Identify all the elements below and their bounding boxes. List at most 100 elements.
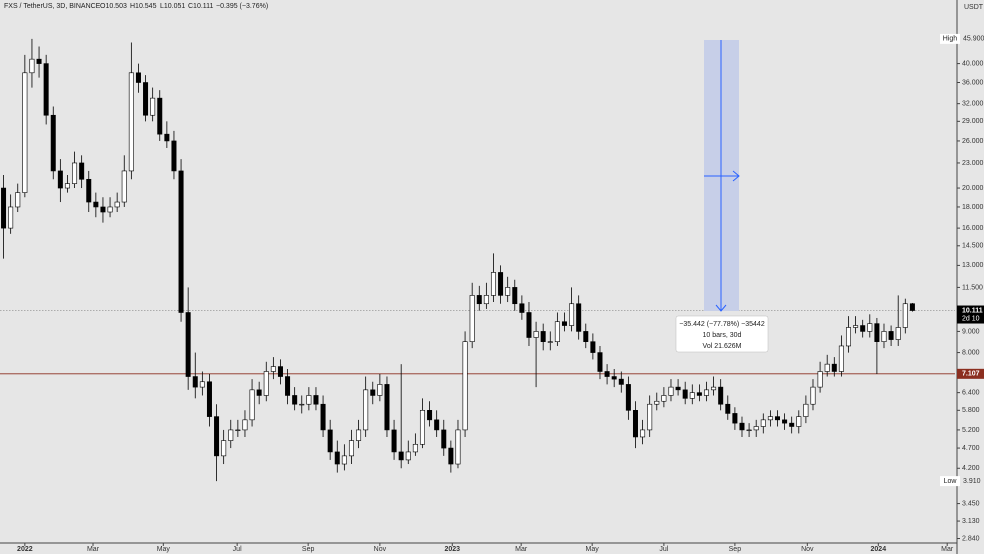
y-tick-label: 18.000 [962, 204, 984, 211]
y-tick-label: 13.000 [962, 262, 984, 269]
candle-body [256, 389, 262, 396]
measure-arrowhead [715, 304, 727, 312]
currency: USDT [964, 4, 984, 11]
candle-body [285, 376, 291, 396]
candle-body [625, 384, 631, 411]
candle-body [902, 303, 908, 328]
candle-body [590, 341, 596, 353]
candle-body [192, 376, 198, 388]
candle-body [356, 429, 362, 441]
candle-body [725, 403, 731, 414]
x-tick-label: Mar [941, 546, 954, 553]
candle-body [277, 366, 283, 377]
x-tick-label: Sep [729, 546, 742, 553]
candle-body [853, 325, 859, 328]
marker-price: 45.900 [963, 36, 984, 43]
y-tick-label: 40.000 [962, 60, 984, 67]
candle-body [185, 312, 191, 377]
countdown: 2d 10 [962, 315, 980, 322]
candle-body [100, 206, 106, 213]
candle-body [334, 451, 340, 465]
candle-body [611, 376, 617, 380]
candle-body [789, 422, 795, 427]
y-tick-label: 5.800 [962, 407, 980, 414]
y-tick-label: 4.200 [962, 465, 980, 472]
x-tick-label: 2023 [445, 546, 461, 553]
measure-tooltip [675, 315, 769, 353]
candle-body [228, 429, 234, 441]
candle-body [157, 97, 163, 135]
y-tick-label: 8.000 [962, 349, 980, 356]
candle-body [569, 303, 575, 326]
candle-body [327, 429, 333, 453]
marker-box [940, 33, 960, 44]
candle-body [604, 371, 610, 377]
candle-body [171, 140, 177, 172]
candle-body [8, 206, 14, 229]
x-tick-label: Nov [801, 546, 814, 553]
candles [1, 38, 915, 482]
ohlc-high: H10.545 [130, 3, 157, 10]
candle-body [583, 331, 589, 342]
candle-body [675, 386, 681, 391]
candle-body [455, 429, 461, 465]
candle-body [313, 395, 319, 405]
candle-body [341, 455, 347, 465]
candle-body [427, 410, 433, 421]
price-label-box [957, 368, 984, 379]
price-label: 7.107 [962, 371, 980, 378]
candle-body [206, 381, 212, 417]
candle-body [711, 386, 717, 391]
measure-tool: −35.442 (−77.78%) −35442 10 bars, 30d Vo… [675, 40, 769, 353]
candle-body [505, 287, 511, 296]
y-tick-label: 29.000 [962, 118, 984, 125]
candle-body [576, 303, 582, 332]
candle-body [909, 303, 915, 311]
candle-body [867, 323, 873, 332]
candle-body [561, 321, 567, 326]
candle-body [732, 413, 738, 424]
candle-body [554, 321, 560, 342]
x-tick-label: Mar [515, 546, 528, 553]
candle-body [412, 443, 418, 453]
candle-body [810, 386, 816, 405]
x-tick-label: Jul [659, 546, 668, 553]
y-tick-label: 36.000 [962, 79, 984, 86]
candle-body [462, 341, 468, 431]
y-tick-label: 6.400 [962, 389, 980, 396]
y-tick-label: 3.450 [962, 500, 980, 507]
candle-body [320, 403, 326, 431]
candle-body [398, 451, 404, 461]
candle-body [533, 331, 539, 338]
x-tick-label: Nov [374, 546, 387, 553]
marker-name: High [943, 36, 958, 43]
candle-body [107, 206, 113, 213]
x-tick-label: Jul [233, 546, 242, 553]
candle-body [526, 312, 532, 338]
candle-body [888, 331, 894, 340]
marker-name: Low [944, 478, 958, 485]
y-tick-label: 9.000 [962, 328, 980, 335]
candle-body [874, 323, 880, 342]
candle-body [647, 403, 653, 431]
marker-box [940, 476, 960, 487]
candle-body [661, 395, 667, 402]
ohlc-close: C10.111 [188, 3, 214, 10]
candle-body [306, 395, 312, 405]
candle-body [860, 325, 866, 332]
candle-body [57, 170, 63, 189]
candle-body [419, 410, 425, 445]
y-tick-label: 26.000 [962, 138, 984, 145]
x-tick-label: Mar [87, 546, 100, 553]
candle-body [143, 82, 149, 116]
marker-price: 3.910 [963, 478, 981, 485]
y-tick-label: 20.000 [962, 185, 984, 192]
symbol: FXS / TetherUS, 3D, BINANCE [4, 3, 101, 10]
candle-body [221, 440, 227, 457]
candle-body [370, 389, 376, 396]
candle-body [490, 272, 496, 296]
candle-body [43, 63, 49, 116]
candle-body [441, 429, 447, 449]
